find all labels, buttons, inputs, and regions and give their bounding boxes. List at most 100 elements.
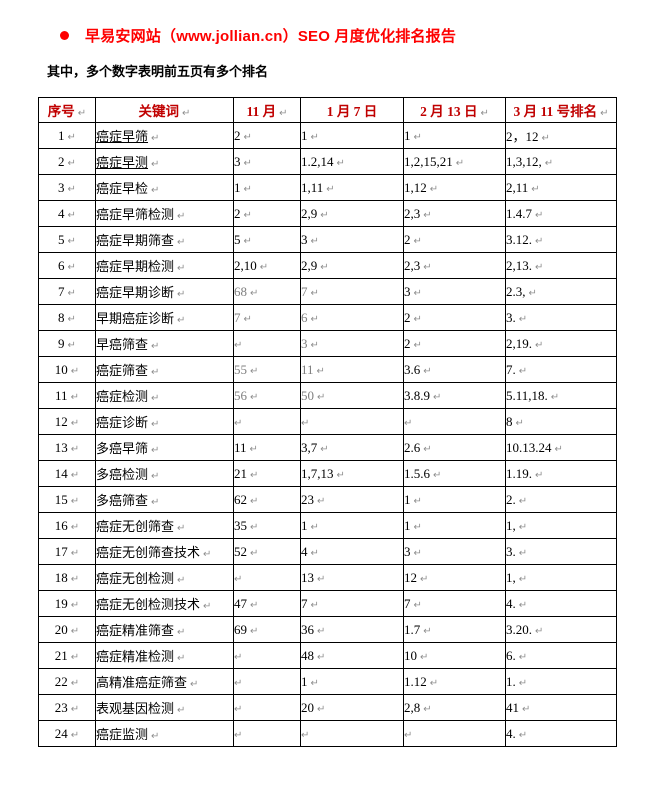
- paragraph-mark-icon: ↵: [429, 677, 439, 689]
- cell-keyword: 癌症诊断 ↵: [95, 408, 234, 435]
- rank-value: 12: [404, 569, 418, 585]
- cell-nov: ↵: [233, 408, 301, 435]
- cell-feb13: 1.7 ↵: [403, 616, 506, 643]
- cell-feb13: 1,12 ↵: [403, 174, 506, 201]
- rank-value: 1: [404, 127, 411, 143]
- cell-mar11: 41 ↵: [505, 694, 617, 721]
- rank-value: 1.2,14: [301, 153, 334, 169]
- keyword-text: 癌症早检: [96, 181, 149, 196]
- paragraph-mark-icon: ↵: [70, 391, 79, 403]
- rank-value: 2,13.: [506, 257, 533, 273]
- cell-feb13: 2,8 ↵: [403, 694, 506, 721]
- rank-value: 3: [301, 231, 308, 247]
- keyword-link[interactable]: 癌症早测: [96, 155, 149, 170]
- table-row: 9 ↵ 早癌筛查 ↵ ↵ 3 ↵ 2 ↵ 2,19. ↵: [38, 330, 617, 357]
- table-row: 22 ↵ 高精准癌症筛查 ↵ ↵ 1 ↵ 1.12 ↵ 1. ↵: [38, 668, 617, 695]
- rank-value: 11: [234, 439, 247, 455]
- paragraph-mark-icon: ↵: [67, 235, 76, 247]
- cell-keyword: 多癌筛查 ↵: [95, 486, 234, 513]
- paragraph-mark-icon: ↵: [151, 497, 160, 508]
- row-number: 9: [58, 335, 65, 351]
- paragraph-mark-icon: ↵: [182, 108, 191, 119]
- cell-jan7: 1,7,13 ↵: [300, 460, 404, 487]
- cell-jan7: 48 ↵: [300, 642, 404, 669]
- cell-nov: 52 ↵: [233, 538, 301, 565]
- rank-value: 1: [301, 517, 308, 533]
- cell-keyword: 癌症早期检测 ↵: [95, 252, 234, 279]
- row-number: 16: [54, 517, 68, 533]
- paragraph-mark-icon: ↵: [531, 183, 540, 195]
- paragraph-mark-icon: ↵: [67, 339, 76, 351]
- paragraph-mark-icon: ↵: [234, 729, 243, 741]
- paragraph-mark-icon: ↵: [203, 549, 212, 560]
- cell-jan7: ↵: [300, 720, 404, 747]
- cell-nov: 2 ↵: [233, 200, 301, 227]
- paragraph-mark-icon: ↵: [70, 625, 80, 637]
- cell-nov: 47 ↵: [233, 590, 301, 617]
- keyword-link[interactable]: 癌症早筛: [96, 129, 149, 144]
- paragraph-mark-icon: ↵: [336, 469, 345, 481]
- cell-jan7: 1 ↵: [300, 668, 404, 695]
- paragraph-mark-icon: ↵: [423, 209, 432, 221]
- rank-value: 56: [234, 387, 248, 403]
- rank-value: 2.6: [404, 439, 421, 455]
- cell-mar11: 2，12 ↵: [505, 122, 617, 149]
- paragraph-mark-icon: ↵: [250, 287, 259, 299]
- rank-value: 3.6: [404, 361, 421, 377]
- table-row: 1 ↵ 癌症早筛 ↵ 2 ↵ 1 ↵ 1 ↵ 2，12 ↵: [38, 122, 617, 149]
- paragraph-mark-icon: ↵: [317, 703, 326, 715]
- cell-nov: 62 ↵: [233, 486, 301, 513]
- row-number: 14: [54, 465, 68, 481]
- table-row: 7 ↵ 癌症早期诊断 ↵ 68 ↵ 7 ↵ 3 ↵ 2.3, ↵: [38, 278, 617, 305]
- cell-jan7: 1.2,14 ↵: [300, 148, 404, 175]
- paragraph-mark-icon: ↵: [250, 625, 259, 637]
- cell-nov: ↵: [233, 668, 301, 695]
- cell-jan7: 6 ↵: [300, 304, 404, 331]
- cell-mar11: 3.12. ↵: [505, 226, 617, 253]
- paragraph-mark-icon: ↵: [413, 547, 422, 559]
- rank-value: 3.8.9: [404, 387, 431, 403]
- paragraph-mark-icon: ↵: [259, 261, 269, 273]
- row-number: 7: [58, 283, 65, 299]
- cell-jan7: 4 ↵: [300, 538, 404, 565]
- cell-feb13: 3 ↵: [403, 278, 506, 305]
- cell-nov: ↵: [233, 694, 301, 721]
- paragraph-mark-icon: ↵: [70, 703, 80, 715]
- paragraph-mark-icon: ↵: [413, 235, 422, 247]
- cell-nov: 5 ↵: [233, 226, 301, 253]
- table-row: 10 ↵ 癌症筛查 ↵ 55 ↵ 11 ↵ 3.6 ↵ 7. ↵: [38, 356, 617, 383]
- rank-value: 7.: [506, 361, 516, 377]
- rank-value: 4: [301, 543, 308, 559]
- rank-value: 2,19.: [506, 335, 533, 351]
- rank-value: 10: [404, 647, 418, 663]
- row-number: 22: [54, 673, 68, 689]
- cell-nov: ↵: [233, 330, 301, 357]
- paragraph-mark-icon: ↵: [433, 469, 442, 481]
- rank-value: 13: [301, 569, 315, 585]
- rank-value: 1,: [506, 517, 516, 533]
- cell-nov: 35 ↵: [233, 512, 301, 539]
- paragraph-mark-icon: ↵: [317, 573, 326, 585]
- paragraph-mark-icon: ↵: [177, 263, 186, 274]
- paragraph-mark-icon: ↵: [310, 521, 319, 533]
- column-header: 2 月 13 日 ↵: [403, 97, 506, 123]
- paragraph-mark-icon: ↵: [151, 393, 160, 404]
- column-header: 1 月 7 日: [300, 97, 404, 123]
- rank-value: 7: [301, 595, 308, 611]
- rank-value: 62: [234, 491, 248, 507]
- cell-feb13: 2,3 ↵: [403, 252, 506, 279]
- paragraph-mark-icon: ↵: [177, 653, 186, 664]
- rank-value: 52: [234, 543, 248, 559]
- cell-mar11: 6. ↵: [505, 642, 617, 669]
- rank-value: 1.: [506, 673, 516, 689]
- paragraph-mark-icon: ↵: [541, 133, 550, 144]
- paragraph-mark-icon: ↵: [250, 547, 259, 559]
- rank-value: 4.: [506, 725, 516, 741]
- cell-keyword: 高精准癌症筛查 ↵: [95, 668, 234, 695]
- cell-row-number: 9 ↵: [38, 330, 96, 357]
- paragraph-mark-icon: ↵: [413, 313, 422, 325]
- paragraph-mark-icon: ↵: [413, 599, 422, 611]
- cell-nov: 55 ↵: [233, 356, 301, 383]
- column-header: 3 月 11 号排名 ↵: [505, 97, 617, 123]
